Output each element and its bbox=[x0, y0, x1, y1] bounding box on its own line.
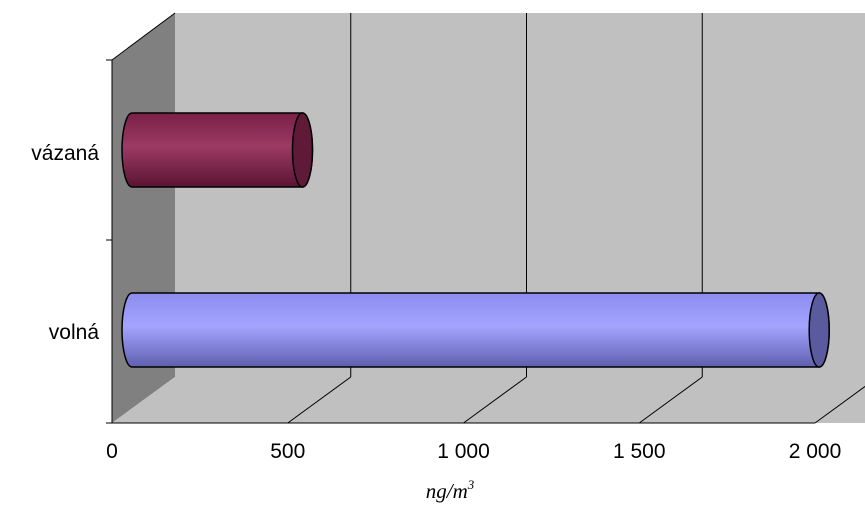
x-tick-label: 0 bbox=[106, 440, 118, 463]
floor bbox=[112, 377, 865, 423]
category-label: vázaná bbox=[31, 142, 99, 165]
bar-end-cap bbox=[291, 112, 314, 188]
x-axis-title-text: ng/m bbox=[426, 479, 468, 503]
back-wall bbox=[175, 13, 865, 377]
top-wall-edge bbox=[111, 12, 176, 61]
x-tick-label: 2 000 bbox=[789, 440, 842, 463]
bar-end-cap bbox=[808, 292, 830, 368]
x-tick-label: 1 000 bbox=[437, 440, 490, 463]
floor-gridline bbox=[463, 376, 527, 424]
bar bbox=[121, 112, 314, 188]
x-tick-label: 1 500 bbox=[613, 440, 666, 463]
bar bbox=[121, 292, 830, 368]
floor-gridline bbox=[814, 385, 865, 424]
floor-gridline bbox=[287, 376, 352, 424]
x-axis-title-superscript: 3 bbox=[467, 477, 475, 492]
floor-gridline bbox=[638, 376, 703, 424]
x-axis-title: ng/m3 bbox=[426, 477, 475, 503]
category-label: volná bbox=[49, 321, 100, 344]
x-tick-label: 500 bbox=[270, 440, 305, 463]
